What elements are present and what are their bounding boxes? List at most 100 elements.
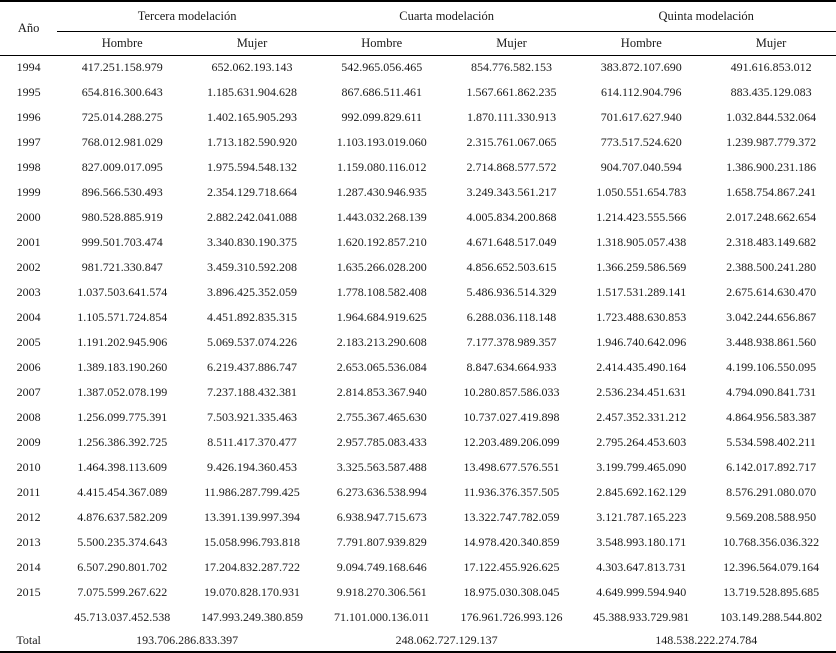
value-cell: 3.340.830.190.375: [206, 235, 297, 249]
value-cell: 2.957.785.083.433: [336, 435, 427, 449]
table-row: 2010 1.464.398.113.609 9.426.194.360.453 3.…: [0, 455, 836, 480]
year-cell: 1997: [16, 135, 41, 149]
table-row: 2009 1.256.386.392.725 8.511.417.370.477 2.…: [0, 430, 836, 455]
value-cell: 4.451.892.835.315: [206, 310, 297, 324]
year-cell: 1998: [16, 160, 41, 174]
year-cell: 2002: [16, 260, 41, 274]
value-cell: 652.062.193.143: [211, 60, 293, 75]
value-cell: 981.721.330.847: [81, 260, 163, 274]
value-cell: 1.037.503.641.574: [77, 285, 168, 299]
value-cell: 1.387.052.078.199: [77, 385, 168, 399]
value-cell: 4.856.652.503.615: [466, 260, 557, 274]
value-cell: 1.103.193.019.060: [336, 135, 427, 149]
value-cell: 4.671.648.517.049: [466, 235, 557, 249]
value-cell: 773.517.524.620: [600, 135, 682, 149]
value-cell: 1.239.987.779.372: [726, 135, 817, 149]
value-cell: 15.058.996.793.818: [203, 535, 300, 549]
col-header-tercera-mujer: Mujer: [187, 31, 317, 56]
year-cell: 2008: [16, 410, 41, 424]
value-cell: 1.389.183.190.260: [77, 360, 168, 374]
value-cell: 2.814.853.367.940: [336, 385, 427, 399]
year-cell: 2014: [16, 560, 41, 574]
value-cell: 2.318.483.149.682: [726, 235, 817, 249]
group-header-quinta: Quinta modelación: [576, 1, 836, 32]
total-row: Total 193.706.286.833.397 248.062.727.12…: [0, 630, 836, 652]
value-cell: 8.847.634.664.933: [466, 360, 557, 374]
value-cell: 2.414.435.490.164: [596, 360, 687, 374]
value-cell: 10.737.027.419.898: [463, 410, 560, 424]
value-cell: 3.199.799.465.090: [596, 460, 687, 474]
value-cell: 1.975.594.548.132: [206, 160, 297, 174]
year-cell: 2009: [16, 435, 41, 449]
value-cell: 4.876.637.582.209: [77, 510, 168, 524]
col-header-tercera-hombre: Hombre: [57, 31, 188, 56]
table-row: 2001 999.501.703.474 3.340.830.190.375 1.62…: [0, 230, 836, 255]
table-row: 1998 827.009.017.095 1.975.594.548.132 1.15…: [0, 155, 836, 180]
value-cell: 10.768.356.036.322: [723, 535, 820, 549]
value-cell: 1.032.844.532.064: [726, 110, 817, 124]
value-cell: 3.896.425.352.059: [206, 285, 297, 299]
value-cell: 883.435.129.083: [730, 85, 812, 99]
year-column-header: Año: [0, 1, 58, 56]
value-cell: 1.964.684.919.625: [336, 310, 427, 324]
table-row: 2002 981.721.330.847 3.459.310.592.208 1.63…: [0, 255, 836, 280]
value-cell: 614.112.904.796: [601, 85, 682, 99]
value-cell: 5.500.235.374.643: [77, 535, 168, 549]
value-cell: 4.415.454.367.089: [77, 485, 168, 499]
group-header-row: Año Tercera modelación Cuarta modelación…: [0, 1, 836, 56]
year-cell: 1996: [16, 110, 41, 124]
value-cell: 1.870.111.330.913: [466, 110, 557, 124]
value-cell: 1.318.905.057.438: [596, 235, 687, 249]
value-cell: 5.069.537.074.226: [206, 335, 297, 349]
value-cell: 2.536.234.451.631: [596, 385, 687, 399]
year-cell: 2001: [16, 235, 41, 249]
value-cell: 3.249.343.561.217: [466, 185, 557, 199]
value-cell: 854.776.582.153: [471, 60, 553, 75]
value-cell: 1.050.551.654.783: [596, 185, 687, 199]
year-cell: 2011: [16, 485, 41, 499]
value-cell: 980.528.885.919: [81, 210, 163, 224]
table-footer: 45.713.037.452.538 147.993.249.380.859 7…: [0, 605, 836, 652]
value-cell: 7.503.921.335.463: [206, 410, 297, 424]
value-cell: 1.185.631.904.628: [206, 85, 297, 99]
value-cell: 1.191.202.945.906: [77, 335, 168, 349]
value-cell: 1.443.032.268.139: [336, 210, 427, 224]
value-cell: 12.203.489.206.099: [463, 435, 560, 449]
value-cell: 2.354.129.718.664: [206, 185, 297, 199]
value-cell: 2.183.213.290.608: [336, 335, 427, 349]
value-cell: 3.459.310.592.208: [206, 260, 297, 274]
value-cell: 13.391.139.997.394: [203, 510, 300, 524]
value-cell: 11.986.287.799.425: [204, 485, 300, 499]
value-cell: 9.426.194.360.453: [206, 460, 297, 474]
value-cell: 1.778.108.582.408: [336, 285, 427, 299]
value-cell: 491.616.853.012: [730, 60, 812, 75]
value-cell: 13.719.528.895.685: [723, 585, 820, 599]
value-cell: 1.386.900.231.186: [726, 160, 817, 174]
value-cell: 1.517.531.289.141: [596, 285, 687, 299]
col-header-cuarta-mujer: Mujer: [446, 31, 577, 56]
year-cell: 1994: [16, 60, 41, 75]
value-cell: 1.402.165.905.293: [206, 110, 297, 124]
total-cell-cuarta: 248.062.727.129.137: [395, 633, 498, 647]
value-cell: 12.396.564.079.164: [723, 560, 820, 574]
value-cell: 7.237.188.432.381: [206, 385, 297, 399]
table-row: 1994 417.251.158.979 652.062.193.143 542.96…: [0, 55, 836, 80]
value-cell: 10.280.857.586.033: [463, 385, 560, 399]
value-cell: 1.366.259.586.569: [596, 260, 687, 274]
value-cell: 13.498.677.576.551: [463, 460, 560, 474]
year-cell: 2010: [16, 460, 41, 474]
year-cell: 2003: [16, 285, 41, 299]
value-cell: 827.009.017.095: [81, 160, 163, 174]
subtotal-cell: 45.713.037.452.538: [74, 610, 171, 624]
year-cell: 2013: [16, 535, 41, 549]
value-cell: 1.567.661.862.235: [466, 85, 557, 99]
value-cell: 6.142.017.892.717: [726, 460, 817, 474]
value-cell: 6.273.636.538.994: [336, 485, 427, 499]
year-cell: 2006: [16, 360, 41, 374]
value-cell: 17.204.832.287.722: [203, 560, 300, 574]
year-cell: 2005: [16, 335, 41, 349]
subtotal-cell: 147.993.249.380.859: [200, 610, 303, 624]
table-row: 2005 1.191.202.945.906 5.069.537.074.226 2.…: [0, 330, 836, 355]
value-cell: 2.882.242.041.088: [206, 210, 297, 224]
